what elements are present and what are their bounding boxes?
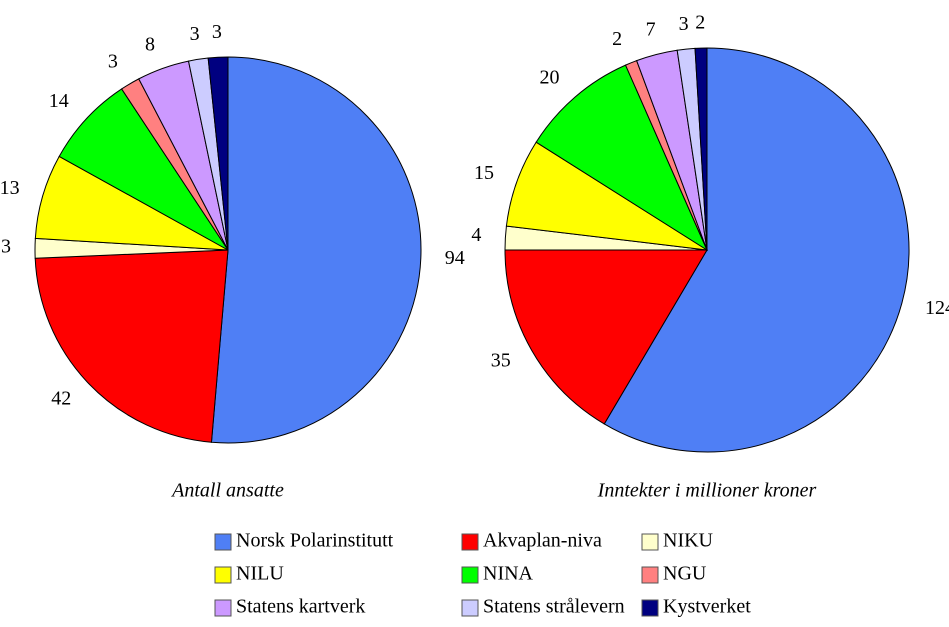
data-label: 2 (612, 28, 622, 50)
legend-swatch (461, 533, 479, 551)
data-label: 8 (145, 33, 155, 55)
pie-slice (210, 56, 422, 444)
legend-swatch (641, 566, 659, 584)
data-label: 14 (49, 90, 69, 112)
data-label: 3 (212, 21, 222, 43)
pie-slice (535, 64, 709, 252)
data-label: 7 (646, 19, 656, 41)
data-label: 3 (679, 13, 689, 35)
data-label: 2 (695, 12, 705, 34)
data-label: 20 (539, 66, 559, 88)
pie-slice (694, 47, 708, 251)
legend-label: NINA (483, 563, 534, 585)
pie-slice (58, 88, 229, 251)
data-label: 15 (474, 162, 494, 184)
legend-swatch (214, 566, 232, 584)
legend-label: NILU (236, 563, 284, 585)
legend-label: NGU (663, 563, 707, 585)
legend-label: Kystverket (663, 596, 751, 618)
legend-swatch (641, 533, 659, 551)
data-label: 35 (491, 350, 511, 372)
legend-swatch (641, 599, 659, 617)
pie-slice (504, 249, 708, 425)
legend-swatch (461, 599, 479, 617)
chart-title: Antall ansatte (170, 480, 284, 502)
data-label: 3 (190, 23, 200, 45)
data-label: 3 (1, 236, 11, 258)
legend-swatch (214, 533, 232, 551)
data-label: 42 (51, 388, 71, 410)
data-label: 94 (445, 247, 465, 269)
legend-label: Statens kartverk (236, 596, 365, 618)
legend-label: Akvaplan-niva (483, 530, 602, 552)
legend-label: Norsk Polarinstitutt (236, 530, 394, 552)
pie-slice (603, 47, 910, 453)
data-label: 124 (925, 297, 949, 319)
data-label: 4 (471, 224, 481, 246)
legend-label: Statens strålevern (483, 596, 625, 618)
legend-label: NIKU (663, 530, 714, 552)
data-label: 3 (108, 51, 118, 73)
pie-slice (34, 249, 229, 443)
legend-swatch (461, 566, 479, 584)
data-label: 13 (0, 177, 20, 199)
pie-slice (207, 56, 229, 251)
legend-swatch (214, 599, 232, 617)
chart-title: Inntekter i millioner kroner (597, 480, 817, 502)
